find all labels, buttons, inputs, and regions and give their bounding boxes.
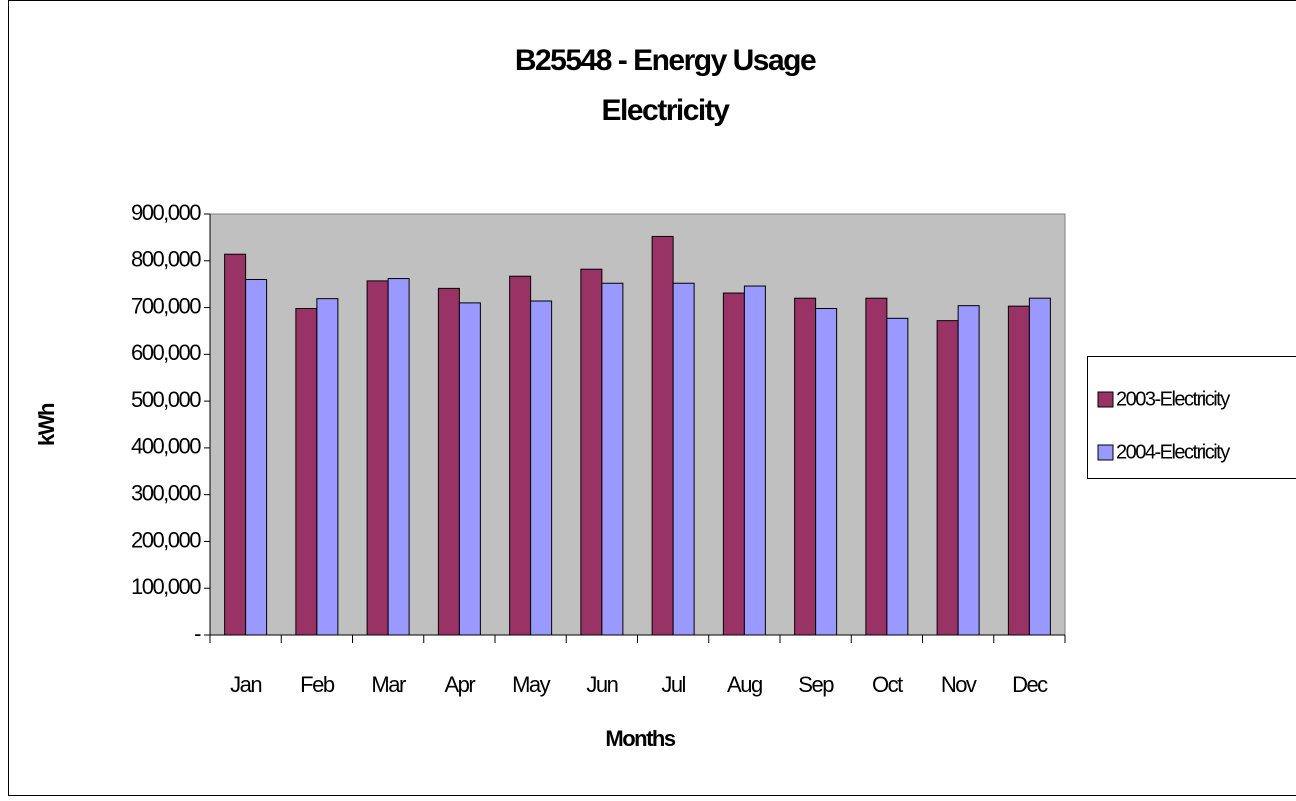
bar: [795, 298, 816, 635]
y-tick-label: 800,000: [131, 247, 201, 272]
y-tick-label: 400,000: [131, 434, 201, 459]
bar: [388, 279, 409, 635]
bar: [246, 279, 267, 635]
bar: [1008, 306, 1029, 635]
x-tick-label: Sep: [798, 672, 834, 697]
bar: [459, 303, 480, 635]
legend-label: 2004-Electricity: [1116, 441, 1230, 463]
y-tick-label: 100,000: [131, 574, 201, 599]
x-tick-label: Oct: [872, 672, 903, 697]
bar: [367, 281, 388, 635]
x-tick-label: Feb: [300, 672, 335, 697]
y-tick-label: 700,000: [131, 293, 201, 318]
x-tick-label: Jun: [586, 672, 617, 697]
x-tick-label: Mar: [371, 672, 406, 697]
chart-title: B25548 - Energy Usage: [515, 44, 816, 77]
bar: [816, 308, 837, 635]
bar: [958, 306, 979, 635]
bar: [510, 276, 531, 635]
bar: [581, 269, 602, 635]
x-tick-label: Aug: [727, 672, 762, 697]
bar: [602, 283, 623, 635]
x-tick-label: May: [512, 672, 551, 697]
x-axis-title: Months: [605, 726, 675, 751]
bar: [652, 236, 673, 635]
bar: [744, 286, 765, 635]
y-tick-label: 300,000: [131, 480, 201, 505]
bar: [225, 254, 246, 635]
x-tick-label: Apr: [445, 672, 476, 697]
bar: [723, 293, 744, 635]
x-tick-label: Dec: [1012, 672, 1048, 697]
legend-label: 2003-Electricity: [1116, 388, 1230, 410]
y-tick-label: 500,000: [131, 387, 201, 412]
bar: [296, 308, 317, 635]
y-tick-label: 200,000: [131, 527, 201, 552]
y-tick-label: 900,000: [131, 200, 201, 225]
legend-swatch: [1098, 445, 1113, 460]
y-axis-title: kWh: [34, 403, 59, 446]
bar: [317, 299, 338, 635]
y-tick-label: 600,000: [131, 340, 201, 365]
bar: [438, 288, 459, 635]
x-tick-label: Jul: [661, 672, 685, 697]
bar: [866, 298, 887, 635]
bar: [887, 318, 908, 635]
bar: [937, 321, 958, 635]
chart-subtitle: Electricity: [602, 94, 731, 127]
x-tick-label: Nov: [941, 672, 977, 697]
bar: [531, 301, 552, 635]
bar: [1029, 298, 1050, 635]
legend-swatch: [1098, 392, 1113, 407]
x-tick-label: Jan: [230, 672, 261, 697]
bar: [673, 283, 694, 635]
